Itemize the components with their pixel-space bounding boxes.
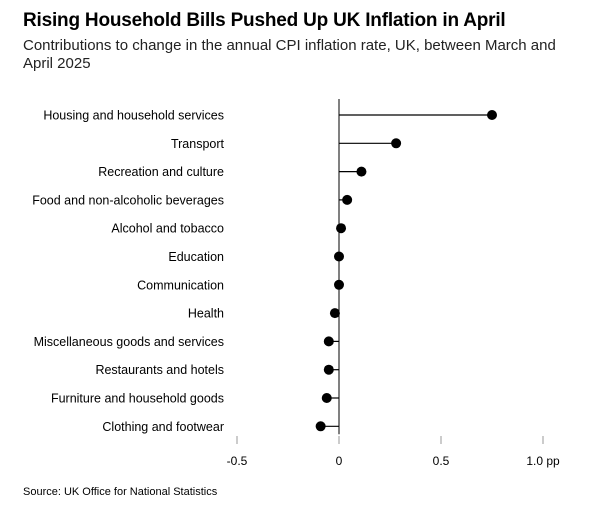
x-axis: -0.5 0 0.5 1.0 pp — [227, 436, 560, 468]
lollipop-marker — [356, 166, 367, 177]
category-label: Clothing and footwear — [102, 420, 224, 434]
chart-subtitle: Contributions to change in the annual CP… — [23, 37, 556, 72]
category-label: Transport — [171, 137, 225, 151]
category-label: Furniture and household goods — [51, 392, 224, 406]
category-label: Miscellaneous goods and services — [34, 335, 224, 349]
category-label: Education — [168, 250, 224, 264]
chart-title: Rising Household Bills Pushed Up UK Infl… — [23, 10, 506, 31]
lollipop-marker — [391, 138, 402, 149]
lollipop-marker — [334, 279, 344, 290]
x-tick-label: -0.5 — [227, 454, 248, 468]
lollipop-marker — [336, 223, 347, 234]
lollipop-marker — [342, 194, 353, 205]
lollipop-marker — [321, 393, 332, 403]
category-label: Recreation and culture — [98, 165, 224, 179]
lollipop-marker — [315, 421, 326, 432]
category-label: Communication — [137, 278, 224, 292]
x-tick-label: 0 — [336, 454, 343, 468]
chart-rows: Housing and household services Transport R… — [32, 99, 497, 435]
category-label: Food and non-alcoholic beverages — [32, 193, 224, 207]
category-label: Health — [188, 307, 224, 321]
lollipop-marker — [323, 336, 334, 347]
category-label: Restaurants and hotels — [95, 363, 224, 377]
x-tick-label: 1.0 pp — [526, 454, 560, 468]
source-note: Source: UK Office for National Statistic… — [23, 486, 218, 498]
category-label: Housing and household services — [43, 109, 224, 123]
lollipop-marker — [487, 110, 497, 120]
lollipop-marker — [323, 364, 334, 375]
lollipop-marker — [329, 308, 340, 319]
x-tick-label: 0.5 — [433, 454, 450, 468]
lollipop-chart: Housing and household services Transport R… — [32, 99, 560, 468]
category-label: Alcohol and tobacco — [111, 222, 224, 236]
lollipop-marker — [334, 251, 344, 262]
